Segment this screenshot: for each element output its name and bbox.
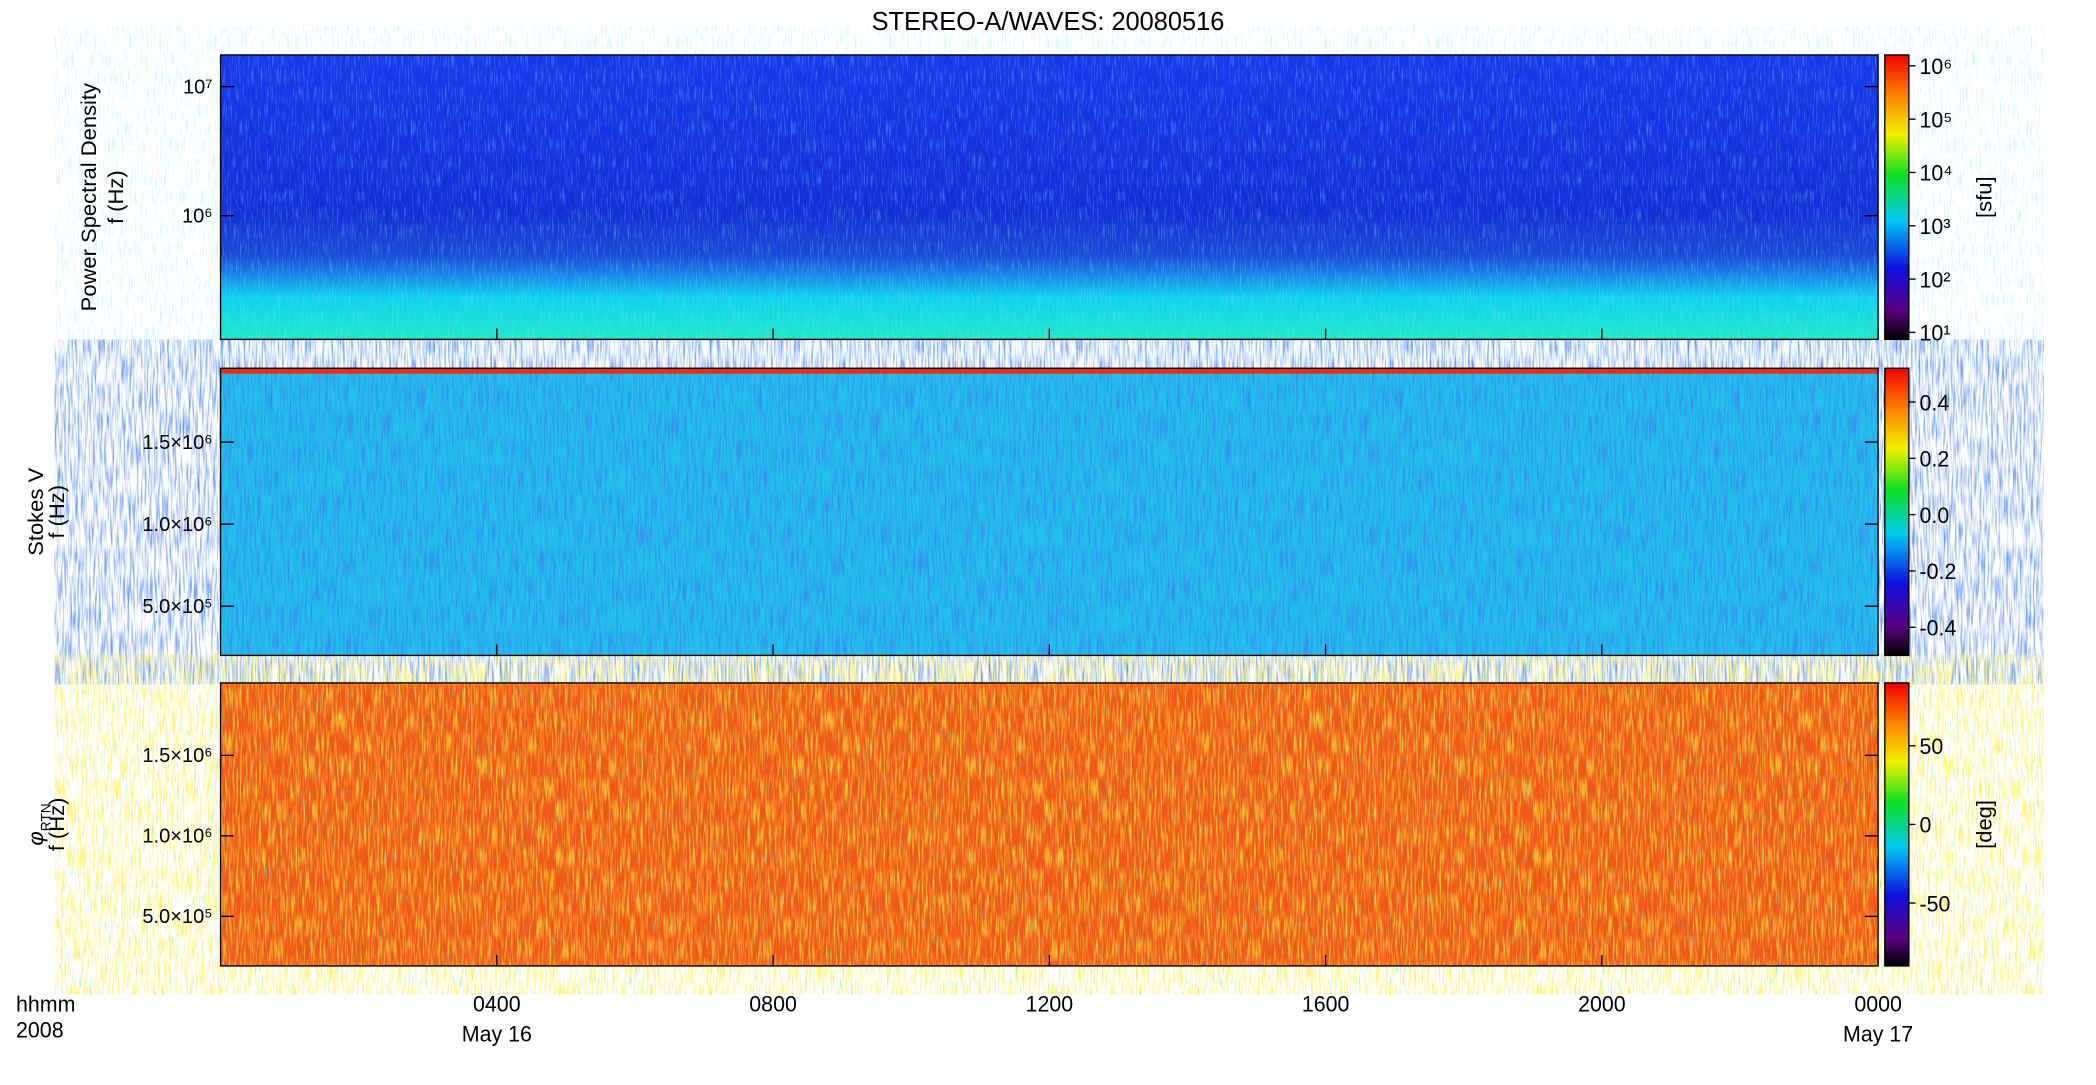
y-axis-label: Stokes V <box>23 467 48 555</box>
y-tick-label: 5.0×10⁵ <box>142 906 212 928</box>
colorbar-tick-label: -50 <box>1920 891 1951 916</box>
y-tick-label: 1.0×10⁶ <box>142 514 212 536</box>
x-axis-label: hhmm <box>16 991 75 1016</box>
y-axis-label: f (Hz) <box>44 798 69 852</box>
heatmap-texture <box>220 54 1879 966</box>
y-tick-label: 1.5×10⁶ <box>142 745 212 767</box>
x-tick-label: 2000 <box>1578 991 1626 1016</box>
x-tick-label: 1600 <box>1302 991 1350 1016</box>
colorbar-tick-label: 10⁵ <box>1920 107 1953 132</box>
colorbar-tick-label: 10⁴ <box>1920 160 1953 185</box>
x-date-label: May 16 <box>462 1021 532 1046</box>
x-tick-label: 1200 <box>1026 991 1074 1016</box>
colorbar-tick-label: 10² <box>1920 267 1951 292</box>
y-tick-label: 1.5×10⁶ <box>142 432 212 454</box>
y-axis-label: f (Hz) <box>44 485 69 539</box>
colorbar-label: [deg] <box>1972 800 1997 849</box>
colorbar-label: [sfu] <box>1972 176 1997 218</box>
colorbar-tick-label: 0.2 <box>1920 446 1950 471</box>
y-tick-label: 10⁶ <box>182 205 213 227</box>
y-axis-label-subscript: RTN <box>38 803 53 831</box>
y-tick-label: 1.0×10⁶ <box>142 825 212 847</box>
x-tick-label: 0400 <box>473 991 521 1016</box>
y-axis-label: φRTN <box>23 803 53 845</box>
colorbar <box>1884 682 1910 967</box>
x-tick-label: 0000 <box>1854 991 1902 1016</box>
chart-title: STEREO-A/WAVES: 20080516 <box>872 8 1225 36</box>
x-axis-year: 2008 <box>16 1017 64 1042</box>
colorbar-tick-label: 10⁶ <box>1920 54 1953 79</box>
y-tick-label: 10⁷ <box>183 76 213 98</box>
x-tick-label: 0800 <box>749 991 797 1016</box>
y-axis-label: Power Spectral Density <box>77 83 102 311</box>
colorbar-tick-label: -0.2 <box>1920 559 1957 584</box>
colorbar-tick-label: 0.0 <box>1920 503 1950 528</box>
y-tick-label: 5.0×10⁵ <box>142 596 212 618</box>
y-axis-label: f (Hz) <box>103 170 128 224</box>
colorbar-tick-label: 0 <box>1920 812 1932 837</box>
colorbar-tick-label: 10¹ <box>1920 320 1951 345</box>
colorbar-tick-label: -0.4 <box>1920 615 1957 640</box>
colorbar <box>1884 54 1910 341</box>
colorbar-tick-label: 10³ <box>1920 214 1951 239</box>
colorbar-tick-label: 50 <box>1920 734 1944 759</box>
colorbar <box>1884 367 1910 657</box>
y-axis-label-symbol: φ <box>23 831 48 845</box>
x-date-label: May 17 <box>1843 1021 1913 1046</box>
colorbar-tick-label: 0.4 <box>1920 390 1950 415</box>
